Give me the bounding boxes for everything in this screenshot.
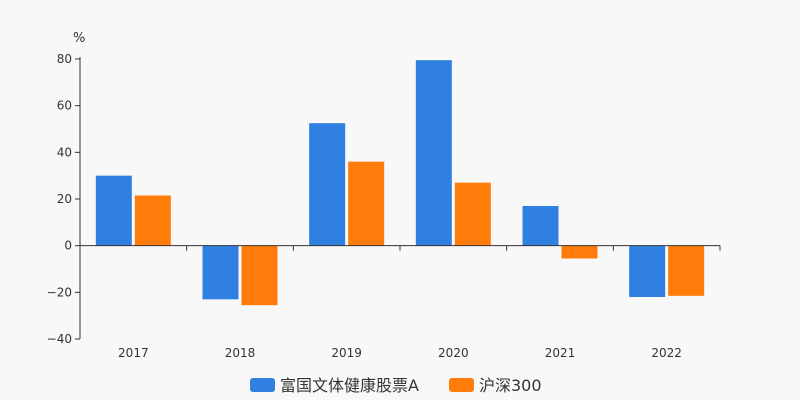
legend-swatch (449, 378, 474, 392)
bar-index-2020[interactable] (454, 182, 491, 246)
legend-label: 沪深300 (479, 376, 542, 395)
bar-index-2018[interactable] (241, 245, 278, 306)
y-tick-label: 60 (57, 99, 72, 113)
x-tick-label: 2017 (118, 346, 149, 360)
bar-fund-2022[interactable] (629, 245, 666, 297)
y-unit-label: % (73, 31, 85, 46)
bar-fund-2021[interactable] (522, 206, 559, 246)
bar-index-2017[interactable] (134, 195, 171, 246)
bar-fund-2017[interactable] (95, 175, 132, 246)
bar-index-2019[interactable] (348, 161, 385, 246)
bar-index-2021[interactable] (561, 245, 598, 259)
x-tick-label: 2020 (438, 346, 469, 360)
legend-item[interactable]: 沪深300 (449, 376, 542, 395)
legend-label: 富国文体健康股票A (280, 376, 419, 395)
y-tick-label: −20 (47, 285, 72, 299)
y-axis: −40 −20 0 20 40 60 80 (47, 52, 81, 346)
bar-fund-2020[interactable] (415, 60, 452, 246)
legend-swatch (250, 378, 275, 392)
bar-index-2022[interactable] (668, 245, 705, 296)
x-tick-label: 2021 (545, 346, 576, 360)
x-axis: 2017 2018 2019 2020 2021 2022 (79, 245, 721, 360)
y-tick-label: 20 (57, 192, 72, 206)
y-tick-label: 80 (57, 52, 72, 66)
x-tick-label: 2018 (225, 346, 256, 360)
y-tick-label: 40 (57, 145, 72, 159)
x-tick-label: 2022 (651, 346, 682, 360)
x-tick-label: 2019 (331, 346, 362, 360)
y-tick-label: −40 (47, 332, 72, 346)
bars (95, 60, 705, 306)
bar-fund-2019[interactable] (309, 123, 346, 246)
bar-fund-2018[interactable] (202, 245, 239, 300)
legend[interactable]: 富国文体健康股票A 沪深300 (250, 376, 542, 395)
legend-item[interactable]: 富国文体健康股票A (250, 376, 419, 395)
y-tick-label: 0 (64, 239, 72, 253)
